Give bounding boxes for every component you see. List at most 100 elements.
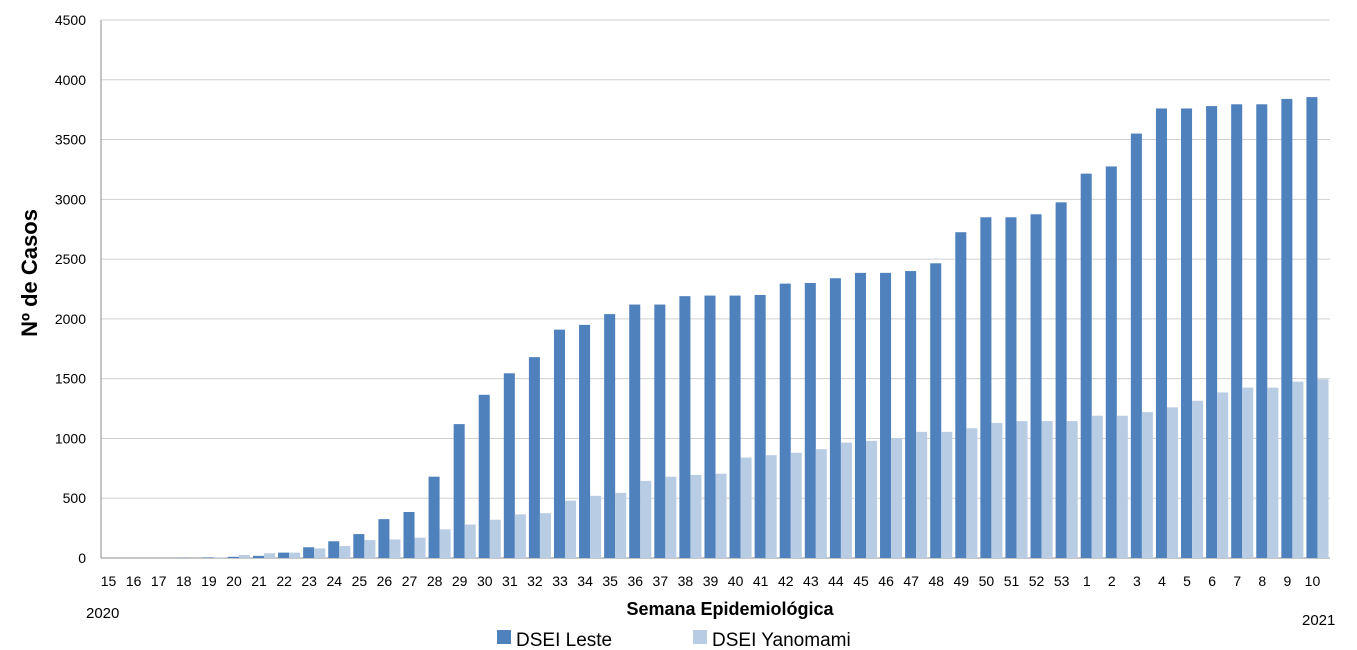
x-tick-label: 32 [527,573,543,589]
bar-dsei-yanomami [1292,381,1304,558]
bar-dsei-leste [1130,133,1142,559]
bar-dsei-yanomami [590,495,602,558]
bar-dsei-yanomami [665,476,677,558]
bar-dsei-yanomami [1091,415,1103,558]
y-tick-label: 1000 [55,430,86,446]
bar-dsei-leste [478,394,490,558]
bar-dsei-yanomami [489,519,501,558]
x-tick-label: 36 [627,573,643,589]
bar-dsei-leste [528,357,540,558]
bar-dsei-yanomami [715,473,727,558]
bar-dsei-yanomami [615,492,627,558]
x-tick-label: 1 [1083,573,1091,589]
bar-dsei-leste [654,304,666,558]
bar-dsei-yanomami [916,431,928,558]
x-tick-label: 10 [1305,573,1321,589]
y-tick-label: 0 [78,550,86,566]
bar-dsei-yanomami [840,442,852,558]
x-tick-label: 40 [728,573,744,589]
x-tick-label: 50 [979,573,995,589]
bars [177,97,1329,559]
x-tick-label: 6 [1208,573,1216,589]
x-tick-label: 4 [1158,573,1166,589]
bar-dsei-yanomami [1066,421,1078,558]
bar-dsei-yanomami [389,539,401,558]
bar-dsei-yanomami [966,428,978,558]
bar-dsei-yanomami [690,474,702,558]
x-tick-label: 38 [678,573,694,589]
bar-dsei-yanomami [790,452,802,558]
bar-dsei-leste [1055,202,1067,559]
bar-dsei-leste [328,541,340,558]
bar-dsei-leste [679,296,691,558]
bar-dsei-yanomami [439,529,451,558]
bar-dsei-leste [1206,106,1218,558]
bar-dsei-leste [1181,108,1193,559]
x-tick-label: 35 [602,573,618,589]
bar-dsei-yanomami [1217,392,1229,558]
bar-dsei-yanomami [213,557,225,558]
x-tick-label: 51 [1004,573,1020,589]
bar-dsei-leste [1030,214,1042,558]
bar-dsei-leste [503,373,515,558]
bar-dsei-yanomami [264,553,276,558]
bar-dsei-leste [1306,97,1318,558]
x-tick-label: 29 [452,573,468,589]
bar-dsei-leste [1080,173,1092,558]
bar-dsei-yanomami [765,455,777,558]
y-axis-ticks: 0 500 1000 1500 2000 2500 3000 3500 4000 4500 [55,12,86,566]
bar-dsei-leste [428,476,440,558]
legend-label-dsei-leste: DSEI Leste [516,630,612,650]
x-tick-label: 53 [1054,573,1070,589]
bar-dsei-leste [1256,104,1268,558]
x-tick-label: 42 [778,573,794,589]
bar-dsei-yanomami [1141,412,1153,558]
x-tick-label: 25 [352,573,368,589]
bar-dsei-leste [829,278,841,558]
x-tick-label: 27 [402,573,418,589]
y-tick-label: 4500 [55,12,86,28]
bar-dsei-yanomami [565,500,577,558]
bar-dsei-leste [704,295,716,558]
x-tick-label: 31 [502,573,518,589]
bar-dsei-leste [1231,104,1243,558]
bar-dsei-yanomami [991,422,1003,558]
y-tick-label: 2500 [55,251,86,267]
x-tick-label: 39 [703,573,719,589]
x-tick-label: 22 [276,573,292,589]
bar-dsei-yanomami [1116,415,1128,558]
x-tick-label: 9 [1283,573,1291,589]
y-tick-label: 3000 [55,191,86,207]
bar-dsei-yanomami [865,440,878,558]
y-tick-label: 500 [63,490,87,506]
bar-dsei-leste [729,295,741,558]
x-tick-label: 5 [1183,573,1191,589]
bar-dsei-yanomami [314,548,326,558]
x-tick-label: 28 [427,573,443,589]
x-tick-label: 2 [1108,573,1116,589]
bar-dsei-leste [1155,108,1167,559]
bar-dsei-leste [353,534,365,558]
x-tick-label: 23 [301,573,317,589]
bar-dsei-yanomami [1041,421,1053,558]
bar-dsei-yanomami [640,480,652,558]
x-tick-label: 48 [928,573,944,589]
x-tick-label: 47 [903,573,919,589]
bar-dsei-leste [579,324,591,558]
legend-swatch-dsei-leste [497,630,511,644]
bar-dsei-leste [1281,98,1293,558]
bar-dsei-leste [252,555,265,558]
x-tick-label: 41 [753,573,769,589]
x-tick-label: 46 [878,573,894,589]
bar-dsei-yanomami [1317,379,1329,558]
bar-dsei-leste [955,232,967,558]
x-tick-label: 16 [126,573,142,589]
x-tick-label: 49 [954,573,970,589]
bar-dsei-leste [804,283,816,558]
x-tick-label: 37 [653,573,669,589]
bar-dsei-yanomami [514,514,526,558]
bar-dsei-leste [1005,217,1017,558]
bar-dsei-leste [854,272,866,558]
bar-dsei-leste [202,557,214,558]
